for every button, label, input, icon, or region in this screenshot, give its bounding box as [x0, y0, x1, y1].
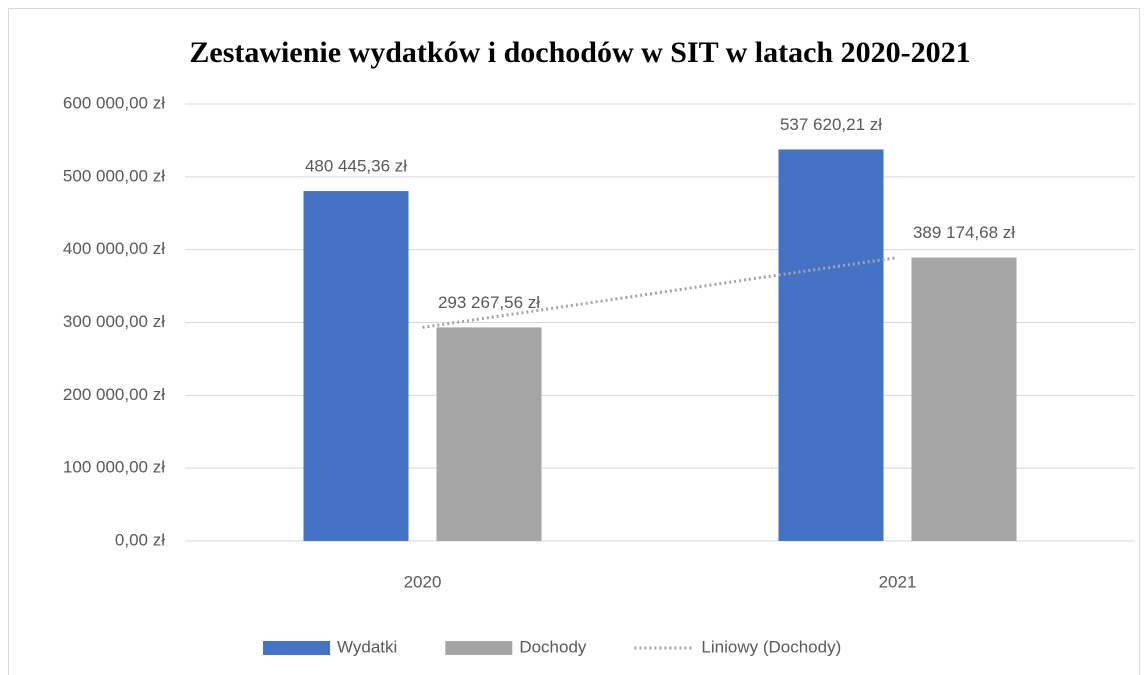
bar	[911, 257, 1017, 541]
y-tick-label: 300 000,00 zł	[63, 312, 165, 331]
legend-label: Dochody	[519, 637, 587, 656]
data-label: 293 267,56 zł	[438, 293, 540, 312]
bar	[303, 191, 409, 541]
data-label: 537 620,21 zł	[780, 115, 882, 134]
x-tick-label: 2021	[879, 572, 917, 591]
data-label: 389 174,68 zł	[913, 223, 1015, 242]
data-label: 480 445,36 zł	[305, 157, 407, 176]
y-tick-label: 100 000,00 zł	[63, 458, 165, 477]
bar	[778, 149, 884, 541]
y-tick-label: 0,00 zł	[115, 530, 165, 549]
legend-label: Wydatki	[337, 637, 397, 656]
y-tick-label: 200 000,00 zł	[63, 385, 165, 404]
x-tick-label: 2020	[404, 572, 442, 591]
y-tick-label: 500 000,00 zł	[63, 166, 165, 185]
y-tick-label: 600 000,00 zł	[63, 93, 165, 112]
y-tick-label: 400 000,00 zł	[63, 239, 165, 258]
chart-title: Zestawienie wydatków i dochodów w SIT w …	[189, 36, 970, 69]
legend-label: Liniowy (Dochody)	[701, 637, 841, 656]
legend-swatch	[445, 641, 513, 655]
trendline	[422, 256, 898, 329]
legend-swatch	[263, 641, 330, 655]
chart-border	[8, 8, 1140, 675]
bar	[436, 327, 542, 541]
